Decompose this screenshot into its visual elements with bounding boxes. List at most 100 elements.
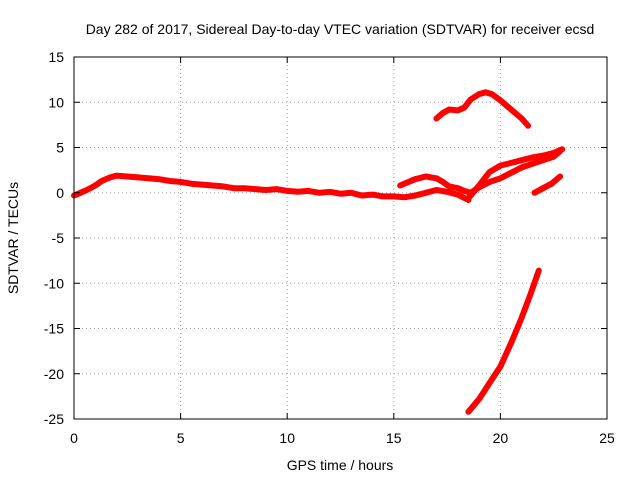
data-point [551,150,557,156]
x-tick-label: 0 [70,430,78,446]
data-point [359,193,365,198]
data-point [468,97,474,102]
data-point [508,160,514,166]
data-point [92,183,98,188]
y-tick-label: 5 [56,140,64,156]
data-point [274,186,279,192]
data-point [508,170,514,176]
data-point [532,190,537,196]
data-point [348,190,354,196]
data-point [559,146,565,152]
data-point [444,189,450,195]
data-point [220,183,226,189]
data-point [487,169,493,175]
data-point [433,187,439,193]
data-point [252,186,258,192]
data-point [476,91,482,97]
grid [74,57,607,419]
data-point [397,183,403,188]
data-point [370,192,375,198]
y-tick-label: 0 [56,185,64,201]
data-point [455,192,461,198]
y-tick-label: -15 [44,321,64,337]
y-tick-label: 10 [48,94,64,110]
data-point [487,179,493,185]
data-point [446,183,452,189]
data-point [549,181,555,187]
data-point [423,174,429,179]
data-point [295,189,301,195]
data-point [284,188,290,194]
data-point [316,190,322,196]
x-tick-label: 10 [279,430,295,446]
data-point [412,176,418,182]
data-point [455,185,461,191]
data-point [231,185,237,191]
data-point [412,193,418,198]
data-point [440,179,446,185]
series-arc-late-2 [465,146,566,202]
data-point [536,268,542,274]
data-point [529,161,535,167]
series-arc-low [465,267,542,415]
data-point [210,183,216,188]
data-point [540,185,546,191]
data-point [440,110,446,116]
series-group [71,89,566,415]
data-point [476,396,482,402]
data-point [178,179,184,185]
data-point [338,191,343,197]
data-point [446,107,452,112]
data-point [455,107,461,113]
data-point [519,157,525,163]
data-point [508,340,514,346]
data-point [135,174,141,180]
data-point [124,174,130,179]
data-point [519,315,525,321]
data-point [156,176,162,182]
x-tick-label: 25 [599,430,615,446]
data-point [327,189,333,195]
axis-ticks: 0 5 10 15 20 25 -25 -20 -15 -10 -5 0 5 10 15 [44,49,615,446]
data-point [263,187,269,193]
data-point [146,175,152,181]
data-point [476,183,482,188]
data-point [487,380,493,386]
data-point [391,193,397,199]
y-tick-label: 15 [48,49,64,65]
data-point [406,179,412,185]
data-point [540,153,546,159]
y-axis-label: SDTVAR / TECUs [5,182,21,294]
data-point [306,188,311,194]
y-tick-label: -5 [52,230,65,246]
data-point [489,91,495,97]
data-point [188,181,194,187]
series-arc-main [71,172,472,203]
data-point [525,123,531,129]
x-tick-label: 15 [386,430,402,446]
chart-title: Day 282 of 2017, Sidereal Day-to-day VTE… [86,21,595,37]
x-tick-label: 5 [177,430,185,446]
data-point [167,178,173,184]
data-point [107,174,113,180]
data-point [465,195,471,201]
x-tick-label: 20 [493,430,509,446]
data-point [461,105,467,111]
data-point [461,188,467,194]
data-point [519,164,525,170]
data-point [423,190,429,196]
data-point [540,157,546,163]
data-point [114,173,120,179]
data-point [84,187,90,193]
data-point [199,182,205,188]
data-point [497,364,503,369]
data-point [380,193,386,199]
data-point [497,97,503,103]
data-point [497,163,503,169]
data-point [529,155,535,160]
x-axis-label: GPS time / hours [287,457,394,473]
y-tick-label: -20 [44,366,64,382]
data-point [519,116,525,121]
